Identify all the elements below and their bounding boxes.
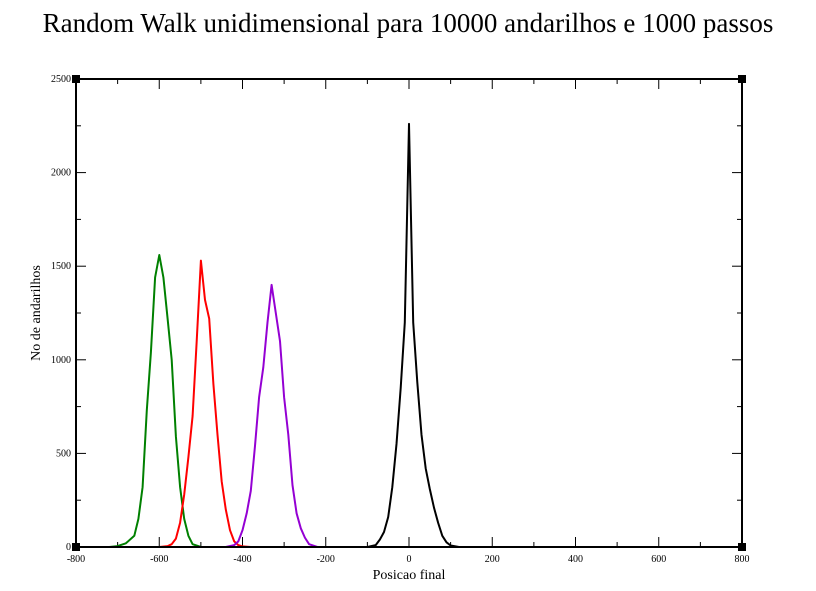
chart-title: Random Walk unidimensional para 10000 an… [42,8,774,38]
x-tick-label: -600 [150,554,168,565]
y-tick-label: 1000 [51,355,71,366]
y-tick-label: 1500 [51,261,71,272]
series-line-4 [76,122,742,548]
y-tick-label: 0 [66,542,71,553]
x-tick-label: -400 [233,554,251,565]
y-tick-label: 2500 [51,74,71,85]
series-layer [76,122,742,548]
series-line-3 [76,283,742,548]
x-tick-label: 200 [485,554,500,565]
x-tick-label: -200 [317,554,335,565]
series-line-1 [76,254,742,548]
x-tick-label: -800 [67,554,85,565]
corner-marker [72,543,80,551]
plot-frame [75,78,743,548]
x-axis-label: Posicao final [373,568,446,583]
x-tick-label: 600 [651,554,666,565]
y-tick-label: 500 [56,448,71,459]
ticks-layer: -800 -600 -400 -200 0 200 400 600 800 0 500 1000 150… [51,74,750,565]
x-tick-label: 800 [735,554,750,565]
x-tick-label: 400 [568,554,583,565]
x-tick-label: 0 [407,554,412,565]
y-axis-label: No de andarilhos [29,265,44,361]
corner-marker [72,75,80,83]
corner-markers [72,75,746,551]
series-line-2 [76,259,742,548]
corner-marker [738,543,746,551]
y-tick-label: 2000 [51,168,71,179]
corner-marker [738,75,746,83]
